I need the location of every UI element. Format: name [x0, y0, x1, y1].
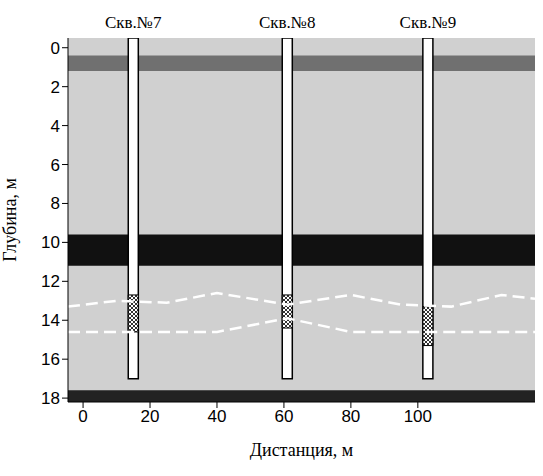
svg-text:14: 14: [41, 311, 60, 330]
svg-text:10: 10: [41, 233, 60, 252]
svg-text:2: 2: [51, 78, 60, 97]
svg-text:100: 100: [404, 407, 432, 426]
svg-text:80: 80: [341, 407, 360, 426]
svg-text:40: 40: [208, 407, 227, 426]
svg-text:Скв.№9: Скв.№9: [400, 13, 457, 32]
svg-text:8: 8: [51, 194, 60, 213]
svg-text:12: 12: [41, 272, 60, 291]
svg-text:16: 16: [41, 350, 60, 369]
svg-text:Скв.№8: Скв.№8: [259, 13, 316, 32]
svg-text:18: 18: [41, 389, 60, 408]
svg-text:0: 0: [51, 39, 60, 58]
svg-text:6: 6: [51, 156, 60, 175]
svg-text:20: 20: [141, 407, 160, 426]
svg-text:60: 60: [274, 407, 293, 426]
svg-text:0: 0: [78, 407, 87, 426]
svg-text:Скв.№7: Скв.№7: [105, 13, 162, 32]
svg-text:4: 4: [51, 117, 60, 136]
svg-text:Глубина, м: Глубина, м: [0, 178, 20, 262]
svg-text:Дистанция, м: Дистанция, м: [250, 440, 354, 460]
